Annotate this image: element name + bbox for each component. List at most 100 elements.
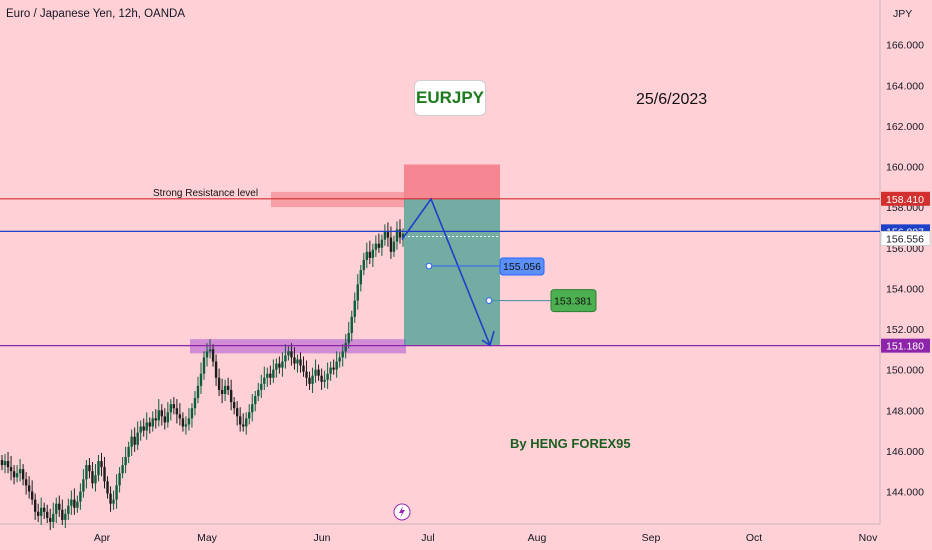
grid bbox=[0, 0, 881, 525]
candle-body bbox=[121, 465, 124, 474]
candle-body bbox=[52, 513, 55, 522]
candle-body bbox=[175, 408, 179, 415]
candle-body bbox=[350, 316, 353, 334]
candle-body bbox=[6, 461, 10, 468]
candle-body bbox=[160, 410, 163, 417]
time-axis[interactable]: Apr May Jun Jul Aug Sep Oct Nov bbox=[94, 532, 878, 544]
candle-body bbox=[374, 243, 378, 250]
time-tick-label: Apr bbox=[94, 532, 111, 544]
price-tick-label: 166.000 bbox=[886, 40, 924, 52]
candle-body bbox=[124, 456, 127, 466]
candle-body bbox=[157, 410, 160, 421]
candle-body bbox=[166, 412, 170, 423]
candle-body bbox=[58, 503, 61, 510]
candle-body bbox=[395, 229, 399, 242]
candle-body bbox=[245, 418, 248, 427]
candle-body bbox=[39, 507, 43, 516]
time-tick-label: Oct bbox=[746, 532, 762, 544]
price-tick-label: 144.000 bbox=[886, 487, 924, 499]
candle-body bbox=[118, 473, 121, 486]
candle-body bbox=[133, 436, 136, 445]
candle-body bbox=[9, 467, 13, 472]
candle-body bbox=[217, 377, 221, 390]
time-tick-label: Jul bbox=[421, 532, 434, 544]
candle-body bbox=[293, 357, 296, 364]
candle-body bbox=[226, 385, 230, 390]
candle-body bbox=[184, 424, 188, 427]
candle-body bbox=[33, 499, 37, 512]
price-tag-label: 158.410 bbox=[886, 194, 924, 206]
candle-body bbox=[187, 418, 191, 425]
candle-body bbox=[21, 469, 25, 480]
candle-body bbox=[181, 418, 185, 427]
candle-body bbox=[347, 333, 350, 344]
candle-body bbox=[389, 237, 393, 252]
candle-body bbox=[43, 507, 46, 512]
candle-body bbox=[154, 418, 157, 421]
candle-body bbox=[323, 379, 326, 382]
price-tag-bg bbox=[880, 230, 931, 246]
price-tick-label: 148.000 bbox=[886, 405, 924, 417]
candle-body bbox=[281, 361, 284, 368]
candle-body bbox=[338, 357, 341, 362]
author-annotation: By HENG FOREX95 bbox=[510, 436, 631, 451]
candle-body bbox=[55, 503, 58, 514]
candle-body bbox=[24, 479, 28, 486]
candle-body bbox=[27, 485, 31, 492]
candle-body bbox=[169, 404, 173, 413]
candle-body bbox=[82, 479, 85, 492]
candle-body bbox=[3, 461, 7, 466]
candle-body bbox=[115, 485, 118, 500]
time-tick-label: Jun bbox=[314, 532, 331, 544]
candle-body bbox=[314, 369, 317, 376]
candle-body bbox=[220, 389, 224, 394]
candle-body bbox=[260, 383, 263, 390]
candle-body bbox=[85, 465, 88, 480]
candle-body bbox=[232, 402, 236, 409]
pair-label-box: EURJPY bbox=[414, 80, 486, 116]
target2-dot bbox=[485, 297, 493, 304]
candle-body bbox=[326, 373, 329, 380]
candle-body bbox=[36, 511, 40, 516]
price-tick-label: 146.000 bbox=[886, 446, 924, 458]
candle-body bbox=[344, 343, 347, 352]
candle-body bbox=[76, 501, 79, 508]
candle-body bbox=[368, 251, 372, 258]
projection-path bbox=[401, 197, 491, 346]
resistance-label: Strong Resistance level bbox=[153, 188, 259, 199]
candle-body bbox=[257, 389, 260, 397]
candle-body bbox=[356, 284, 359, 301]
candle-body bbox=[103, 467, 106, 482]
candle-body bbox=[148, 422, 151, 427]
candle-body bbox=[392, 241, 396, 252]
candle-body bbox=[12, 471, 16, 478]
chart-title: Euro / Japanese Yen, 12h, OANDA bbox=[6, 8, 186, 20]
candle-body bbox=[299, 359, 302, 366]
candle-body bbox=[398, 229, 402, 238]
candle-body bbox=[172, 404, 176, 409]
price-tick-label: 160.000 bbox=[886, 162, 924, 174]
candle-body bbox=[284, 355, 287, 362]
time-tick-label: May bbox=[197, 532, 218, 544]
lightning-glyph bbox=[399, 506, 405, 518]
candle-body bbox=[317, 369, 320, 376]
candle-body bbox=[151, 418, 154, 427]
candle-body bbox=[248, 412, 251, 419]
candle-body bbox=[196, 385, 200, 399]
candle-body bbox=[18, 469, 22, 474]
candle-body bbox=[88, 465, 91, 472]
candles bbox=[0, 219, 405, 531]
candle-body bbox=[377, 243, 381, 248]
candle-body bbox=[127, 446, 130, 457]
candle-body bbox=[353, 300, 356, 317]
date-annotation: 25/6/2023 bbox=[636, 91, 708, 108]
candle-body bbox=[311, 375, 314, 384]
candle-body bbox=[335, 361, 338, 370]
candle-body bbox=[94, 475, 97, 484]
candle-body bbox=[70, 499, 73, 506]
candle-body bbox=[145, 422, 148, 431]
price-tag-label: 156.556 bbox=[886, 233, 924, 245]
time-tick-label: Aug bbox=[528, 532, 547, 544]
candle-body bbox=[365, 251, 369, 260]
